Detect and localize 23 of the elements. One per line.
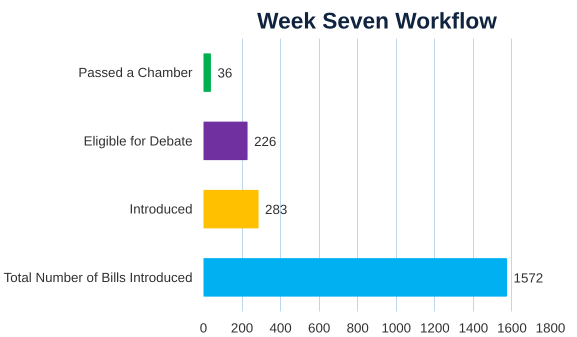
y-tick-label: Introduced <box>130 202 192 217</box>
bar <box>204 53 211 92</box>
data-label: 36 <box>217 66 232 81</box>
bar <box>204 122 248 160</box>
data-label: 283 <box>265 202 288 218</box>
y-tick-label: Total Number of Bills Introduced <box>4 270 192 285</box>
x-tick-label: 1400 <box>458 320 488 336</box>
x-tick-label: 800 <box>346 320 369 336</box>
y-tick-label: Passed a Chamber <box>78 65 194 80</box>
x-tick-label: 0 <box>200 320 208 336</box>
x-tick-label: 1000 <box>381 320 412 336</box>
bar <box>204 190 259 228</box>
x-tick-label: 1200 <box>420 320 450 336</box>
bar <box>204 258 508 297</box>
x-tick-label: 600 <box>308 320 330 336</box>
y-tick-label: Eligible for Debate <box>84 133 193 148</box>
x-tick-label: 1800 <box>536 320 566 336</box>
x-tick-label: 200 <box>230 320 254 336</box>
data-label: 1572 <box>514 270 544 286</box>
x-tick-label: 1600 <box>497 320 527 336</box>
x-tick-label: 400 <box>269 320 292 336</box>
chart-title: Week Seven Workflow <box>257 8 498 34</box>
data-label: 226 <box>254 134 276 149</box>
